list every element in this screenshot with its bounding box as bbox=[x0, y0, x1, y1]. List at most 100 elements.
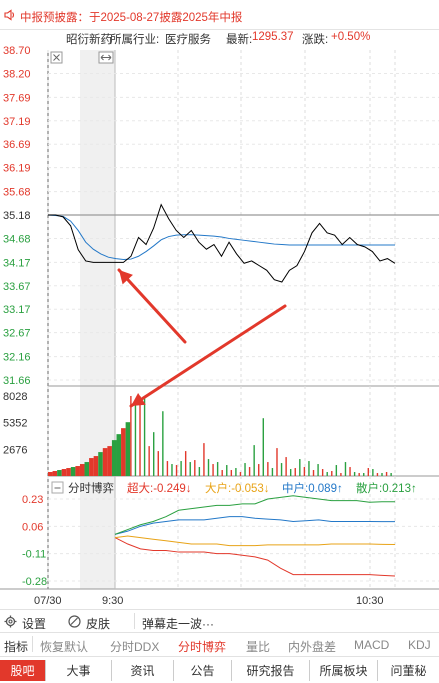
volume-bar bbox=[180, 461, 182, 476]
volume-bar bbox=[331, 471, 333, 476]
legend-item: 大户:-0.053↓ bbox=[205, 481, 270, 495]
volume-bar bbox=[226, 465, 228, 476]
time-tick-label: 9:30 bbox=[102, 595, 123, 607]
tab-announcements[interactable]: 公告 bbox=[174, 660, 232, 681]
close-icon-glyph bbox=[53, 54, 60, 61]
tab-guba[interactable]: 股吧 bbox=[0, 660, 46, 681]
volume-bar bbox=[207, 459, 210, 476]
danmaku-input[interactable]: 弹幕走一波··· bbox=[142, 617, 214, 631]
volume-bar bbox=[326, 472, 328, 476]
price-tick-label: 32.16 bbox=[3, 352, 31, 364]
time-tick-label: 10:30 bbox=[356, 595, 384, 607]
volume-bar bbox=[84, 462, 90, 476]
volume-bar bbox=[175, 465, 178, 476]
tab-news[interactable]: 资讯 bbox=[112, 660, 174, 681]
tab-kdj[interactable]: KDJ bbox=[408, 638, 431, 652]
tab-reset-default[interactable]: 恢复默认 bbox=[40, 640, 89, 654]
annotation-arrow bbox=[129, 304, 287, 408]
volume-bar bbox=[125, 422, 131, 476]
skin-button[interactable]: 皮肤 bbox=[86, 617, 111, 631]
tab-volume-ratio[interactable]: 量比 bbox=[246, 640, 271, 654]
volume-bar bbox=[390, 473, 392, 476]
volume-bar bbox=[271, 468, 274, 476]
divider bbox=[134, 613, 135, 629]
volume-bar bbox=[289, 469, 292, 476]
bottom-toolbar: 设置 皮肤 弹幕走一波··· bbox=[0, 609, 439, 633]
settings-button[interactable]: 设置 bbox=[22, 617, 47, 631]
volume-tick-label: 5352 bbox=[3, 418, 27, 430]
price-tick-label: 36.69 bbox=[3, 139, 31, 151]
volume-bar bbox=[166, 461, 169, 476]
volume-bar bbox=[372, 469, 374, 476]
indicator-tab-bar: 指标 恢复默认 分时DDX 分时博弈 量比 内外盘差 MACD KDJ bbox=[0, 633, 439, 657]
price-tick-label: 31.66 bbox=[3, 375, 31, 387]
volume-bar bbox=[189, 462, 191, 476]
volume-bar bbox=[194, 460, 196, 476]
volume-bar bbox=[376, 473, 379, 476]
tab-ddx[interactable]: 分时DDX bbox=[110, 640, 160, 654]
tab-events[interactable]: 大事 bbox=[46, 660, 112, 681]
volume-bar bbox=[221, 470, 223, 476]
tab-sectors[interactable]: 所属板块 bbox=[310, 660, 378, 681]
volume-bar bbox=[139, 396, 141, 476]
volume-bar bbox=[184, 451, 187, 476]
volume-bar bbox=[111, 440, 117, 476]
tab-indicator[interactable]: 指标 bbox=[4, 640, 29, 654]
industry-value[interactable]: 医疗服务 bbox=[165, 34, 211, 46]
volume-tick-label: 8028 bbox=[3, 391, 27, 403]
tab-ask-secretary[interactable]: 问董秘 bbox=[390, 664, 427, 678]
volume-bar bbox=[134, 400, 137, 476]
indicator-line bbox=[114, 537, 396, 577]
volume-bar bbox=[385, 472, 388, 476]
price-tick-label: 38.70 bbox=[3, 45, 31, 57]
volume-bar bbox=[321, 469, 324, 476]
indicator-line bbox=[114, 495, 395, 535]
volume-bar bbox=[358, 473, 360, 476]
tab-macd[interactable]: MACD bbox=[354, 638, 390, 652]
volume-bar bbox=[363, 473, 365, 476]
volume-bar bbox=[157, 451, 159, 476]
indicator-tick-label: 0.06 bbox=[22, 521, 43, 533]
time-tick-label: 07/30 bbox=[34, 595, 62, 607]
volume-bar bbox=[148, 446, 150, 476]
legend-item: 散户:0.213↑ bbox=[356, 481, 417, 495]
volume-bar bbox=[239, 472, 242, 476]
volume-bar bbox=[340, 473, 342, 476]
volume-tick-label: 2676 bbox=[3, 444, 27, 456]
volume-bar bbox=[335, 465, 338, 476]
volume-bar bbox=[212, 464, 214, 476]
price-tick-label: 33.17 bbox=[3, 304, 31, 316]
volume-bar bbox=[344, 462, 347, 476]
price-tick-label: 34.17 bbox=[3, 257, 31, 269]
volume-bar bbox=[75, 466, 80, 476]
price-tick-label: 34.68 bbox=[3, 233, 31, 245]
annotation-arrow bbox=[117, 268, 187, 344]
volume-bar bbox=[61, 469, 67, 476]
intraday-chart[interactable]: 38.70 38.20 37.69 37.19 36.69 36.19 35.68 35.18… bbox=[0, 44, 439, 609]
average-price-line bbox=[47, 214, 395, 261]
tab-game[interactable]: 分时博弈 bbox=[178, 640, 227, 654]
change-value: +0.50% bbox=[331, 31, 371, 43]
notice-text: 中报预披露：于2025-08-27披露2025年中报 bbox=[20, 12, 243, 24]
tab-inner-outer[interactable]: 内外盘差 bbox=[288, 640, 337, 654]
tab-research[interactable]: 研究报告 bbox=[232, 660, 310, 681]
volume-bar bbox=[312, 470, 315, 476]
volume-bar bbox=[276, 448, 278, 476]
preannouncement-notice[interactable]: 中报预披露：于2025-08-27披露2025年中报 bbox=[0, 0, 439, 30]
skin-palette-icon[interactable] bbox=[68, 615, 81, 628]
volume-bar bbox=[153, 432, 155, 476]
price-tick-label: 35.68 bbox=[3, 187, 31, 199]
volume-bar bbox=[121, 428, 126, 476]
annotation-arrowhead bbox=[131, 393, 146, 406]
volume-bar bbox=[162, 411, 164, 476]
volume-bar bbox=[280, 463, 283, 476]
price-tick-label: 37.19 bbox=[3, 116, 31, 128]
volume-bar bbox=[349, 467, 351, 476]
indicator-line bbox=[114, 516, 395, 535]
volume-bar bbox=[308, 461, 310, 476]
volume-bar bbox=[317, 464, 319, 476]
volume-bar bbox=[258, 464, 260, 476]
indicator-title[interactable]: 分时博弈 bbox=[68, 481, 114, 495]
volume-bar bbox=[171, 464, 173, 476]
settings-gear-icon[interactable] bbox=[4, 615, 17, 628]
